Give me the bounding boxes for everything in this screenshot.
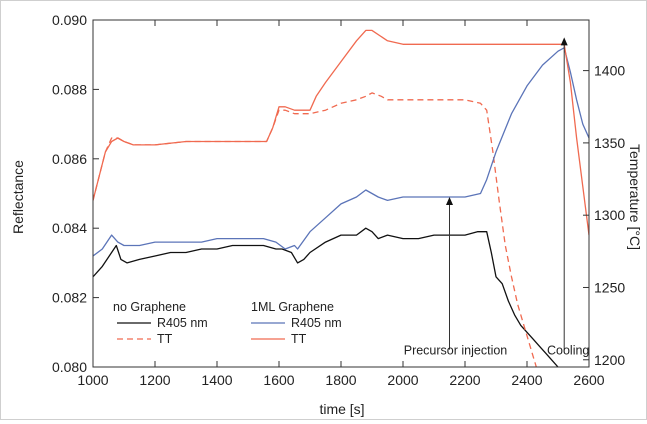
x-tick-label: 1200 (139, 372, 170, 388)
y-left-tick-label: 0.090 (52, 12, 87, 28)
series-line-G_R (93, 47, 589, 257)
y-left-tick-label: 0.084 (52, 220, 87, 236)
x-tick-label: 2600 (573, 372, 604, 388)
x-tick-label: 1400 (201, 372, 232, 388)
annotation-label: Precursor injection (404, 344, 508, 358)
y-right-tick-label: 1200 (594, 352, 625, 368)
y-right-tick-label: 1250 (594, 279, 625, 295)
y-left-tick-label: 0.082 (52, 290, 87, 306)
x-tick-label: 2200 (449, 372, 480, 388)
annotation-arrowhead (446, 196, 453, 205)
x-tick-label: 2400 (511, 372, 542, 388)
legend-group-title: 1ML Graphene (251, 300, 334, 314)
x-tick-label: 2000 (387, 372, 418, 388)
legend-group-title: no Graphene (113, 300, 186, 314)
y-left-tick-label: 0.080 (52, 359, 87, 375)
y-right-tick-label: 1400 (594, 63, 625, 79)
y-axis-title-left: Reflectance (10, 160, 26, 234)
series-group (93, 29, 589, 367)
legend-label-G_TT: TT (291, 332, 307, 346)
x-tick-label: 1800 (325, 372, 356, 388)
legend-label-G_R: R405 nm (291, 316, 342, 330)
x-axis-title: time [s] (319, 401, 364, 417)
axes-layer: 1000 1200 1400 1600 1800 2000 2200 2400 2600 0.08… (52, 12, 625, 388)
legend-label-noG_R: R405 nm (157, 316, 208, 330)
legend-label-noG_TT: TT (157, 332, 173, 346)
legend: no Graphene 1ML Graphene R405 nm TT R405 nm T… (113, 300, 342, 346)
series-line-noG_R (93, 227, 559, 367)
series-layer (93, 29, 589, 367)
y-right-tick-label: 1350 (594, 135, 625, 151)
x-tick-label: 1600 (263, 372, 294, 388)
y-axis-title-right: Temperature [°C] (627, 144, 643, 250)
annotation-label: Cooling (547, 344, 589, 358)
y-right-tick-label: 1300 (594, 207, 625, 223)
x-tick-label: 1000 (77, 372, 108, 388)
annotation-layer: Precursor injection Cooling (404, 37, 589, 358)
annotation-arrowhead (560, 37, 568, 46)
y-left-tick-label: 0.086 (52, 151, 87, 167)
y-left-tick-label: 0.088 (52, 81, 87, 97)
series-line-G_TT (93, 29, 589, 236)
